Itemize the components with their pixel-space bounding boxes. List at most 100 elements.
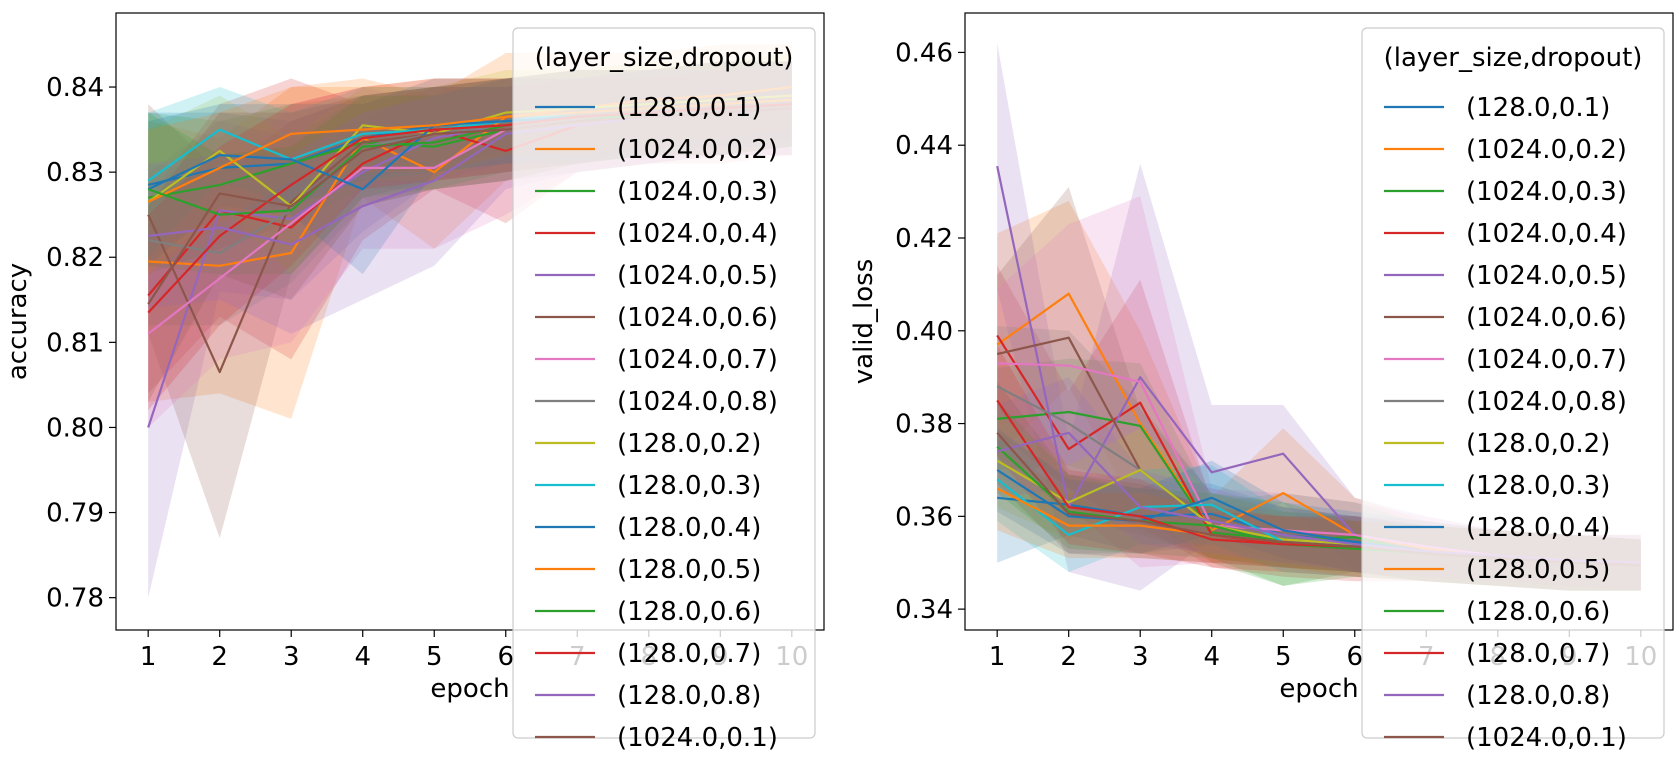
x-tick-label: 4 <box>354 642 371 672</box>
legend-entry: (1024.0,0.4) <box>1384 219 1627 249</box>
y-tick-label: 0.84 <box>46 73 104 103</box>
legend-label: (128.0,0.8) <box>617 681 761 711</box>
x-axis-label: epoch <box>1279 674 1358 704</box>
x-tick-label: 1 <box>140 642 157 672</box>
legend-entry: (128.0,0.2) <box>535 429 761 459</box>
legend-entry: (128.0,0.3) <box>1384 471 1610 501</box>
legend-label: (128.0,0.3) <box>617 471 761 501</box>
y-tick-label: 0.82 <box>46 243 104 273</box>
x-tick-label: 4 <box>1203 642 1220 672</box>
legend-label: (1024.0,0.2) <box>1466 135 1627 165</box>
x-axis-label: epoch <box>430 674 509 704</box>
legend-entry: (128.0,0.1) <box>535 93 761 123</box>
legend-label: (128.0,0.3) <box>1466 471 1610 501</box>
legend-label: (1024.0,0.8) <box>1466 387 1627 417</box>
legend-label: (1024.0,0.4) <box>617 219 778 249</box>
legend-entry: (128.0,0.8) <box>535 681 761 711</box>
legend-label: (128.0,0.6) <box>1466 597 1610 627</box>
legend-entry: (1024.0,0.2) <box>535 135 778 165</box>
x-tick-label: 5 <box>426 642 443 672</box>
band-6 <box>997 196 1641 591</box>
legend-entry: (128.0,0.6) <box>535 597 761 627</box>
legend-title: (layer_size,dropout) <box>535 43 794 73</box>
legend-box <box>1361 27 1665 739</box>
legend-entry: (128.0,0.8) <box>1384 681 1610 711</box>
legend: (layer_size,dropout) (128.0,0.1) (1024.0,0… <box>512 27 816 753</box>
legend: (layer_size,dropout) (128.0,0.1) (1024.0,0… <box>1361 27 1665 753</box>
y-tick-label: 0.83 <box>46 158 104 188</box>
legend-entry: (1024.0,0.5) <box>535 261 778 291</box>
legend-entry: (1024.0,0.7) <box>1384 345 1627 375</box>
legend-label: (1024.0,0.5) <box>617 261 778 291</box>
axes-frame <box>964 12 1674 631</box>
legend-entry: (1024.0,0.6) <box>535 303 778 333</box>
legend-label: (128.0,0.7) <box>1466 639 1610 669</box>
legend-label: (128.0,0.6) <box>617 597 761 627</box>
legend-entry: (128.0,0.5) <box>535 555 761 585</box>
y-axis-label: accuracy <box>3 263 33 380</box>
legend-entry: (1024.0,0.3) <box>1384 177 1627 207</box>
y-tick-label: 0.34 <box>895 595 953 625</box>
chart-panel-valid-loss: 123456789100.340.360.380.400.420.440.46e… <box>849 12 1674 753</box>
legend-entry: (128.0,0.7) <box>535 639 761 669</box>
legend-entry: (1024.0,0.3) <box>535 177 778 207</box>
legend-entry: (1024.0,0.5) <box>1384 261 1627 291</box>
y-tick-label: 0.36 <box>895 502 953 532</box>
legend-label: (1024.0,0.1) <box>1466 723 1627 753</box>
legend-entry: (128.0,0.6) <box>1384 597 1610 627</box>
x-tick-label: 2 <box>211 642 228 672</box>
legend-entry: (1024.0,0.1) <box>1384 723 1627 753</box>
legend-entry: (1024.0,0.1) <box>535 723 778 753</box>
legend-label: (128.0,0.5) <box>1466 555 1610 585</box>
y-tick-label: 0.40 <box>895 317 953 347</box>
legend-label: (1024.0,0.3) <box>617 177 778 207</box>
legend-entry: (1024.0,0.8) <box>1384 387 1627 417</box>
y-tick-label: 0.81 <box>46 328 104 358</box>
y-tick-label: 0.38 <box>895 410 953 440</box>
legend-label: (1024.0,0.6) <box>1466 303 1627 333</box>
legend-label: (128.0,0.7) <box>617 639 761 669</box>
legend-label: (128.0,0.4) <box>617 513 761 543</box>
legend-label: (128.0,0.2) <box>617 429 761 459</box>
legend-entry: (1024.0,0.4) <box>535 219 778 249</box>
legend-entry: (128.0,0.3) <box>535 471 761 501</box>
y-tick-label: 0.80 <box>46 413 104 443</box>
y-tick-label: 0.42 <box>895 224 953 254</box>
chart-panel-accuracy: 123456789100.780.790.800.810.820.830.84e… <box>3 12 825 753</box>
y-tick-label: 0.79 <box>46 499 104 529</box>
legend-label: (128.0,0.8) <box>1466 681 1610 711</box>
x-tick-label: 3 <box>283 642 300 672</box>
band-3 <box>997 265 1641 591</box>
x-tick-label: 1 <box>989 642 1006 672</box>
legend-entry: (1024.0,0.7) <box>535 345 778 375</box>
legend-label: (1024.0,0.6) <box>617 303 778 333</box>
legend-label: (128.0,0.1) <box>617 93 761 123</box>
x-tick-label: 3 <box>1132 642 1149 672</box>
legend-label: (1024.0,0.4) <box>1466 219 1627 249</box>
legend-label: (128.0,0.1) <box>1466 93 1610 123</box>
legend-label: (1024.0,0.7) <box>1466 345 1627 375</box>
x-tick-label: 6 <box>1346 642 1363 672</box>
legend-entry: (128.0,0.4) <box>1384 513 1610 543</box>
legend-entry: (1024.0,0.6) <box>1384 303 1627 333</box>
legend-entry: (128.0,0.7) <box>1384 639 1610 669</box>
legend-label: (128.0,0.5) <box>617 555 761 585</box>
legend-label: (128.0,0.4) <box>1466 513 1610 543</box>
legend-box <box>512 27 816 739</box>
x-tick-label: 5 <box>1275 642 1292 672</box>
x-tick-label: 6 <box>497 642 514 672</box>
y-axis-label: valid_loss <box>849 259 879 385</box>
legend-label: (1024.0,0.7) <box>617 345 778 375</box>
legend-label: (1024.0,0.3) <box>1466 177 1627 207</box>
legend-entry: (128.0,0.2) <box>1384 429 1610 459</box>
y-tick-label: 0.46 <box>895 38 953 68</box>
legend-title: (layer_size,dropout) <box>1384 43 1643 73</box>
legend-label: (1024.0,0.1) <box>617 723 778 753</box>
legend-entry: (128.0,0.5) <box>1384 555 1610 585</box>
legend-entry: (128.0,0.1) <box>1384 93 1610 123</box>
legend-entry: (1024.0,0.2) <box>1384 135 1627 165</box>
legend-label: (128.0,0.2) <box>1466 429 1610 459</box>
x-tick-label: 2 <box>1060 642 1077 672</box>
axes-frame <box>115 12 825 631</box>
